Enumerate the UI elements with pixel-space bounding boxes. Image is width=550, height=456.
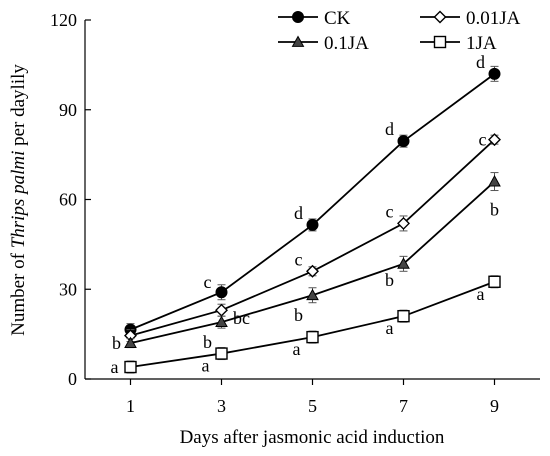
data-point: [397, 135, 410, 148]
legend-item-3: 1JA: [420, 33, 497, 54]
data-point: [215, 315, 228, 328]
x-tick-label: 7: [399, 396, 408, 416]
data-point: [215, 347, 228, 360]
legend-label: CK: [324, 8, 351, 29]
series-2: [124, 172, 501, 349]
axes: 0 30 60 90 120 1 3 5 7 9: [50, 10, 540, 416]
data-point: [215, 303, 228, 317]
y-tick-label: 0: [68, 369, 77, 389]
x-tick-label: 9: [490, 396, 499, 416]
data-point: [124, 360, 137, 374]
data-point: [488, 275, 501, 288]
significance-label: c: [479, 130, 487, 150]
data-point: [397, 257, 410, 269]
significance-label: b: [112, 333, 121, 353]
significance-label: c: [295, 249, 303, 269]
data-point: [215, 286, 228, 299]
x-tick-label: 1: [126, 396, 135, 416]
series-line: [130, 180, 496, 344]
legend-marker: [291, 35, 305, 47]
data-point: [306, 330, 319, 344]
data-point: [306, 218, 319, 231]
legend-label: 0.01JA: [466, 8, 521, 29]
data-point: [306, 264, 319, 278]
significance-label: d: [476, 52, 485, 72]
legend-marker: [433, 35, 447, 49]
legend-label: 0.1JA: [324, 33, 369, 54]
x-tick-label: 3: [217, 396, 226, 416]
data-point: [488, 67, 501, 80]
series-1: [124, 133, 501, 343]
series-layer: [124, 65, 501, 374]
legend-item-2: 0.1JA: [278, 33, 369, 54]
y-axis-title-suffix: per daylily: [8, 64, 29, 151]
y-tick-label: 90: [59, 100, 77, 120]
series-3: [124, 275, 501, 374]
legend-marker: [433, 10, 447, 24]
y-tick-label: 60: [59, 190, 77, 210]
data-point: [488, 133, 501, 147]
legend-label: 1JA: [466, 33, 497, 54]
significance-label: c: [386, 201, 394, 221]
y-axis-title-italic: Thrips palmi: [8, 151, 29, 249]
data-point: [397, 309, 410, 323]
significance-label: a: [477, 284, 485, 304]
data-point: [124, 336, 137, 348]
significance-label: c: [204, 272, 212, 292]
y-axis-title-prefix: Number of: [8, 248, 29, 336]
significance-label: a: [293, 339, 301, 359]
x-tick-label: 5: [308, 396, 317, 416]
significance-label: a: [202, 356, 210, 376]
significance-label: b: [294, 305, 303, 325]
significance-label: b: [385, 270, 394, 290]
y-axis-title: Number of Thrips palmi per daylily: [8, 64, 29, 336]
significance-label: b: [490, 200, 499, 220]
legend: CK 0.01JA 0.1JA 1JA: [278, 8, 521, 54]
significance-label: a: [111, 357, 119, 377]
x-axis-title: Days after jasmonic acid induction: [180, 427, 445, 448]
legend-item-1: 0.01JA: [420, 8, 521, 29]
significance-label: d: [294, 203, 303, 223]
y-tick-label: 30: [59, 279, 77, 299]
y-tick-label: 120: [50, 10, 77, 30]
legend-marker: [292, 11, 304, 23]
legend-item-0: CK: [278, 8, 351, 29]
significance-label: b: [203, 332, 212, 352]
data-point: [306, 288, 319, 301]
significance-label: d: [385, 119, 394, 139]
data-point: [397, 216, 410, 230]
data-point: [488, 175, 501, 187]
significance-label: a: [386, 318, 394, 338]
significance-label: bc: [233, 308, 250, 328]
